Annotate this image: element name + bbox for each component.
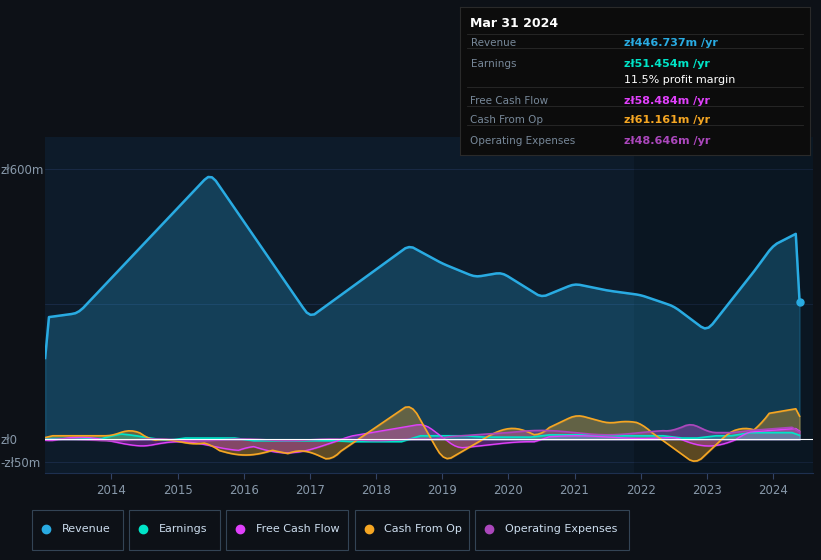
Text: Cash From Op: Cash From Op	[470, 115, 544, 125]
Text: Earnings: Earnings	[159, 524, 208, 534]
Text: zł51.454m /yr: zł51.454m /yr	[625, 59, 710, 69]
Text: zł446.737m /yr: zł446.737m /yr	[625, 38, 718, 48]
Text: Free Cash Flow: Free Cash Flow	[256, 524, 340, 534]
Text: Cash From Op: Cash From Op	[384, 524, 462, 534]
Text: zł48.646m /yr: zł48.646m /yr	[625, 136, 711, 146]
Text: Earnings: Earnings	[470, 59, 516, 69]
Text: zł61.161m /yr: zł61.161m /yr	[625, 115, 711, 125]
Text: Operating Expenses: Operating Expenses	[505, 524, 617, 534]
Text: Operating Expenses: Operating Expenses	[470, 136, 576, 146]
Text: 11.5% profit margin: 11.5% profit margin	[625, 75, 736, 85]
Text: Revenue: Revenue	[62, 524, 111, 534]
Text: zł58.484m /yr: zł58.484m /yr	[625, 96, 710, 106]
Text: Revenue: Revenue	[470, 38, 516, 48]
Bar	[634, 137, 813, 473]
Text: Mar 31 2024: Mar 31 2024	[470, 17, 558, 30]
Text: Free Cash Flow: Free Cash Flow	[470, 96, 548, 106]
